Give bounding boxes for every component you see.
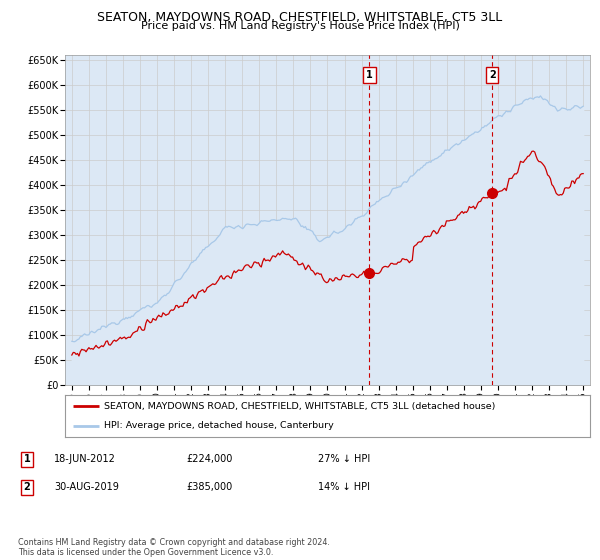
Text: 2: 2 [489, 70, 496, 80]
Text: SEATON, MAYDOWNS ROAD, CHESTFIELD, WHITSTABLE, CT5 3LL (detached house): SEATON, MAYDOWNS ROAD, CHESTFIELD, WHITS… [104, 402, 496, 411]
Text: 27% ↓ HPI: 27% ↓ HPI [318, 454, 370, 464]
Text: SEATON, MAYDOWNS ROAD, CHESTFIELD, WHITSTABLE, CT5 3LL: SEATON, MAYDOWNS ROAD, CHESTFIELD, WHITS… [97, 11, 503, 24]
Text: 14% ↓ HPI: 14% ↓ HPI [318, 482, 370, 492]
Text: £385,000: £385,000 [186, 482, 232, 492]
Text: HPI: Average price, detached house, Canterbury: HPI: Average price, detached house, Cant… [104, 421, 334, 430]
Text: 2: 2 [23, 482, 31, 492]
Text: 1: 1 [23, 454, 31, 464]
Text: 1: 1 [366, 70, 373, 80]
Text: Contains HM Land Registry data © Crown copyright and database right 2024.
This d: Contains HM Land Registry data © Crown c… [18, 538, 330, 557]
Text: £224,000: £224,000 [186, 454, 232, 464]
Text: Price paid vs. HM Land Registry's House Price Index (HPI): Price paid vs. HM Land Registry's House … [140, 21, 460, 31]
Text: 30-AUG-2019: 30-AUG-2019 [54, 482, 119, 492]
Text: 18-JUN-2012: 18-JUN-2012 [54, 454, 116, 464]
